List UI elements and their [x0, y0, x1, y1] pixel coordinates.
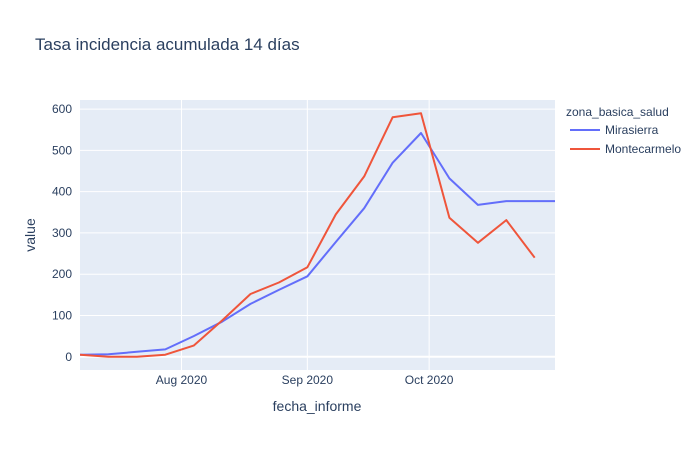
y-tick-label: 0	[65, 350, 72, 364]
x-tick-label: Aug 2020	[156, 373, 208, 387]
y-tick-label: 200	[52, 267, 72, 281]
y-tick-label: 100	[52, 309, 72, 323]
legend-label-montecarmelo: Montecarmelo	[605, 142, 681, 156]
x-tick-label: Oct 2020	[405, 373, 454, 387]
legend: zona_basica_salud Mirasierra Montecarmelo	[566, 105, 681, 156]
y-tick-label: 400	[52, 185, 72, 199]
x-axis-title: fecha_informe	[273, 398, 362, 414]
x-axis-ticks: Aug 2020 Sep 2020 Oct 2020	[156, 373, 454, 387]
series-line-montecarmelo	[80, 112, 536, 358]
x-tick-label: Sep 2020	[282, 373, 334, 387]
plot-area	[80, 100, 555, 370]
series-line-mirasierra	[80, 132, 555, 356]
y-tick-label: 600	[52, 102, 72, 116]
legend-title: zona_basica_salud	[566, 105, 669, 119]
y-tick-label: 300	[52, 226, 72, 240]
y-tick-label: 500	[52, 143, 72, 157]
y-axis-title: value	[22, 218, 38, 252]
grid	[80, 100, 555, 370]
y-axis-ticks: 0 100 200 300 400 500 600	[52, 102, 72, 364]
legend-label-mirasierra: Mirasierra	[605, 123, 659, 137]
series-layer	[80, 112, 555, 358]
chart-title: Tasa incidencia acumulada 14 días	[35, 35, 300, 54]
